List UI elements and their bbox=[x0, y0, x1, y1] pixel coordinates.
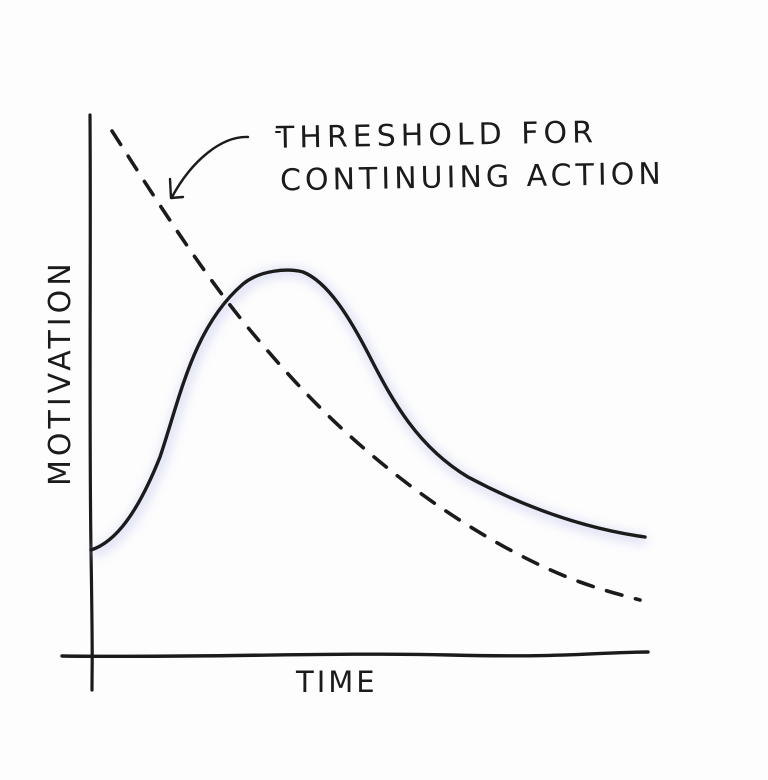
threshold-curve bbox=[110, 129, 642, 602]
annotation-arrow-icon bbox=[168, 131, 281, 200]
motivation-curve bbox=[89, 268, 647, 552]
x-axis-label: TIME bbox=[296, 665, 378, 699]
threshold-annotation-line2: CONTINUING ACTION bbox=[279, 156, 666, 199]
motivation-curve-shadow bbox=[91, 266, 647, 558]
y-axis-line bbox=[88, 113, 94, 692]
threshold-annotation-line1: THRESHOLD FOR bbox=[275, 115, 599, 156]
y-axis-label: MOTIVATION bbox=[43, 259, 78, 486]
x-axis-line bbox=[60, 650, 650, 659]
